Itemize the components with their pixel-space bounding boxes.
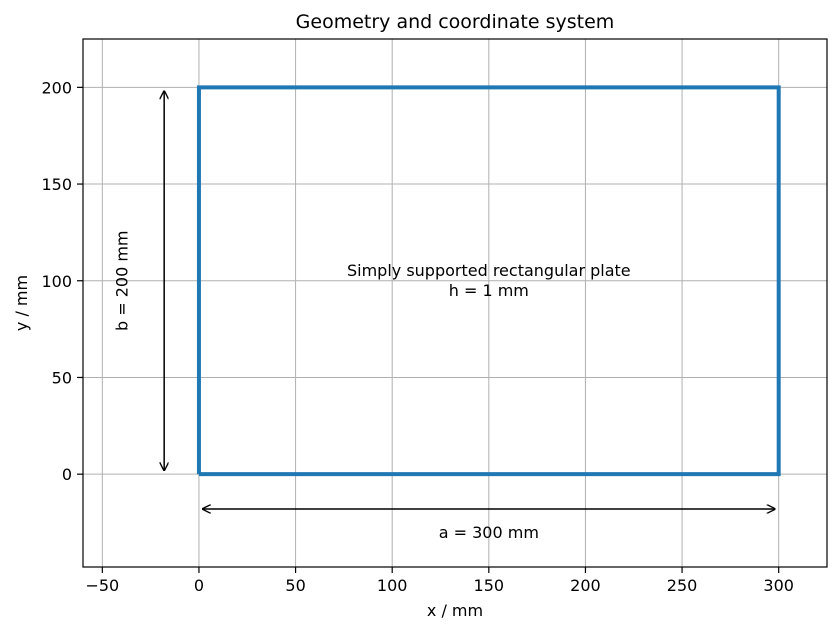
y-tick-label: 100 [41,272,72,291]
plate-thickness-label: h = 1 mm [449,281,529,300]
plot-frame [82,38,828,568]
x-tick-label: 150 [474,576,505,595]
x-axis-label: x / mm [427,601,483,620]
grid [83,39,827,567]
x-tick-label: 250 [667,576,698,595]
y-tick-label: 0 [62,465,72,484]
x-tick-label: −50 [85,576,119,595]
x-tick-label: 200 [570,576,601,595]
x-tick-label: 300 [763,576,794,595]
y-tick-label: 150 [41,175,72,194]
y-axis-label: y / mm [12,275,31,331]
x-tick-label: 100 [377,576,408,595]
x-tick-label: 0 [194,576,204,595]
y-tick-label: 200 [41,78,72,97]
axis-ticks: −50 0 50 100 150 200 250 300 0 50 100 150 200 [41,78,794,595]
width-dimension-label: a = 300 mm [439,523,539,542]
y-tick-label: 50 [52,368,72,387]
plate-description: Simply supported rectangular plate [347,261,631,280]
annotations: Simply supported rectangular plate h = 1… [113,91,775,542]
x-tick-label: 50 [285,576,305,595]
height-dimension-label: b = 200 mm [113,230,132,331]
chart-title: Geometry and coordinate system [296,11,615,33]
plate-outline-line [196,85,781,477]
series-layer [196,85,781,477]
